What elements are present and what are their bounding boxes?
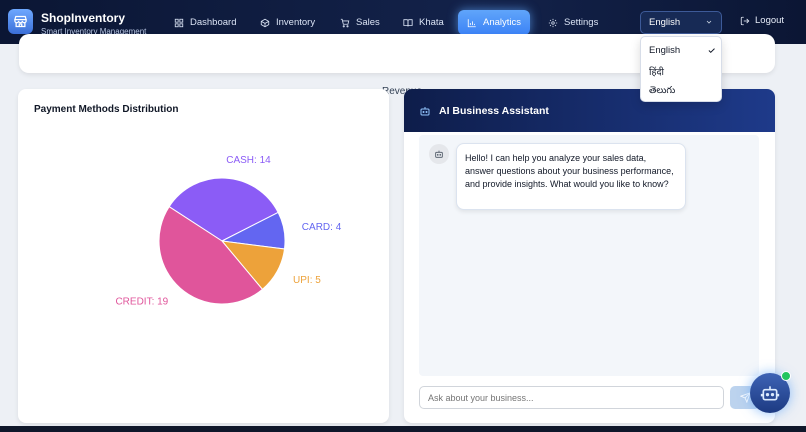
nav-sales-label: Sales	[356, 17, 380, 28]
bar-chart-icon	[467, 18, 476, 27]
nav-analytics[interactable]: Analytics	[458, 10, 531, 35]
nav-khata[interactable]: Khata	[394, 10, 453, 35]
logout-button[interactable]: Logout	[740, 15, 784, 26]
nav-dashboard-label: Dashboard	[190, 17, 237, 28]
language-option-telugu[interactable]: తెలుగు	[649, 85, 676, 96]
bot-icon	[435, 150, 443, 158]
bot-icon	[760, 386, 780, 401]
pie-label-card: CARD: 4	[302, 222, 342, 233]
chat-input[interactable]	[419, 386, 724, 409]
payment-pie-chart: CASH: 14 CARD: 4 UPI: 5 CREDIT: 19	[115, 155, 342, 308]
language-option-english[interactable]: English	[649, 45, 681, 56]
payment-methods-card: Payment Methods Distribution CASH: 14 CAR…	[18, 89, 389, 423]
language-selected: English	[649, 17, 681, 28]
nav-dashboard[interactable]: Dashboard	[165, 10, 245, 35]
language-dropdown: English हिंदी తెలుగు	[640, 36, 722, 102]
online-status-dot	[781, 371, 791, 381]
logout-icon	[740, 16, 750, 25]
box-icon	[260, 18, 270, 27]
book-icon	[403, 18, 413, 26]
language-option-hindi[interactable]: हिंदी	[649, 67, 665, 78]
ai-assistant-title: AI Business Assistant	[439, 104, 549, 117]
bot-avatar	[429, 144, 449, 164]
pie-label-upi: UPI: 5	[293, 275, 321, 286]
brand-subtitle: Smart Inventory Management	[41, 27, 147, 36]
gear-icon	[548, 18, 558, 27]
bot-icon	[420, 106, 430, 115]
language-select[interactable]: English	[640, 11, 722, 34]
chevron-down-icon	[706, 20, 712, 24]
pie-slice-cash[interactable]	[168, 177, 279, 242]
brand-title[interactable]: ShopInventory	[41, 11, 126, 25]
nav-settings[interactable]: Settings	[539, 10, 607, 35]
check-icon	[708, 48, 715, 54]
nav-inventory-label: Inventory	[276, 17, 316, 28]
pie-label-credit: CREDIT: 19	[115, 297, 168, 308]
pie-slice-credit[interactable]	[158, 205, 264, 305]
bottom-edge	[0, 426, 806, 432]
pie-label-cash: CASH: 14	[226, 155, 271, 166]
dashboard-icon	[174, 18, 184, 27]
assistant-message: Hello! I can help you analyze your sales…	[456, 143, 686, 210]
nav-settings-label: Settings	[564, 17, 599, 28]
logout-label: Logout	[755, 15, 785, 26]
send-icon	[739, 392, 751, 403]
nav-khata-label: Khata	[419, 17, 444, 28]
ai-assistant-card: AI Business Assistant Hello! I can help …	[404, 89, 775, 423]
nav-sales[interactable]: Sales	[331, 10, 389, 35]
revenue-legend-label: Revenue	[382, 86, 423, 97]
cart-icon	[340, 18, 350, 27]
store-icon[interactable]	[8, 9, 33, 34]
nav-analytics-label: Analytics	[483, 17, 522, 28]
payment-methods-title: Payment Methods Distribution	[34, 104, 179, 115]
nav-inventory[interactable]: Inventory	[251, 10, 324, 35]
